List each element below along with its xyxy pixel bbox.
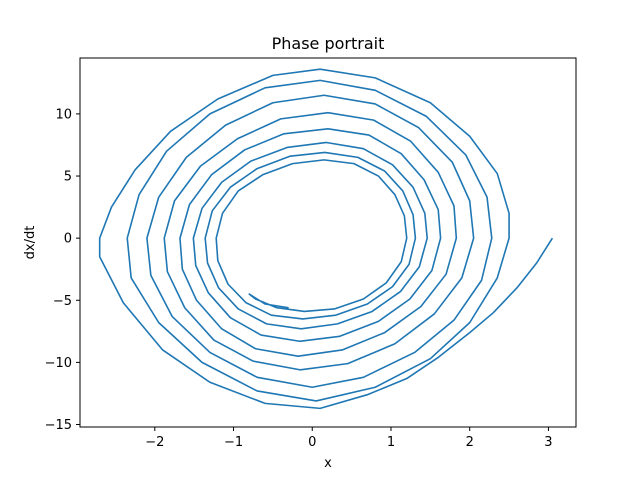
y-axis-label: dx/dt bbox=[23, 226, 38, 260]
y-tick-label: −5 bbox=[53, 294, 72, 309]
plot-frame bbox=[79, 57, 577, 428]
x-tick-label: −2 bbox=[145, 435, 164, 450]
chart-title: Phase portrait bbox=[272, 34, 385, 53]
y-axis-ticks: −15 −10 −5 0 5 10 bbox=[45, 107, 80, 433]
x-tick-label: 3 bbox=[544, 435, 552, 450]
x-tick-label: −1 bbox=[224, 435, 243, 450]
x-tick-label: 2 bbox=[466, 435, 474, 450]
series-layer bbox=[98, 68, 554, 410]
series-line-1 bbox=[98, 68, 554, 410]
x-tick-label: 0 bbox=[308, 435, 316, 450]
x-tick-label: 1 bbox=[387, 435, 395, 450]
y-tick-label: −10 bbox=[45, 356, 72, 371]
x-axis-label: x bbox=[324, 456, 332, 471]
y-tick-label: −15 bbox=[45, 418, 72, 433]
y-tick-label: 0 bbox=[64, 232, 72, 247]
x-axis-ticks: −2 −1 0 1 2 3 bbox=[145, 427, 553, 450]
y-tick-label: 5 bbox=[64, 170, 72, 185]
y-tick-label: 10 bbox=[55, 107, 72, 122]
